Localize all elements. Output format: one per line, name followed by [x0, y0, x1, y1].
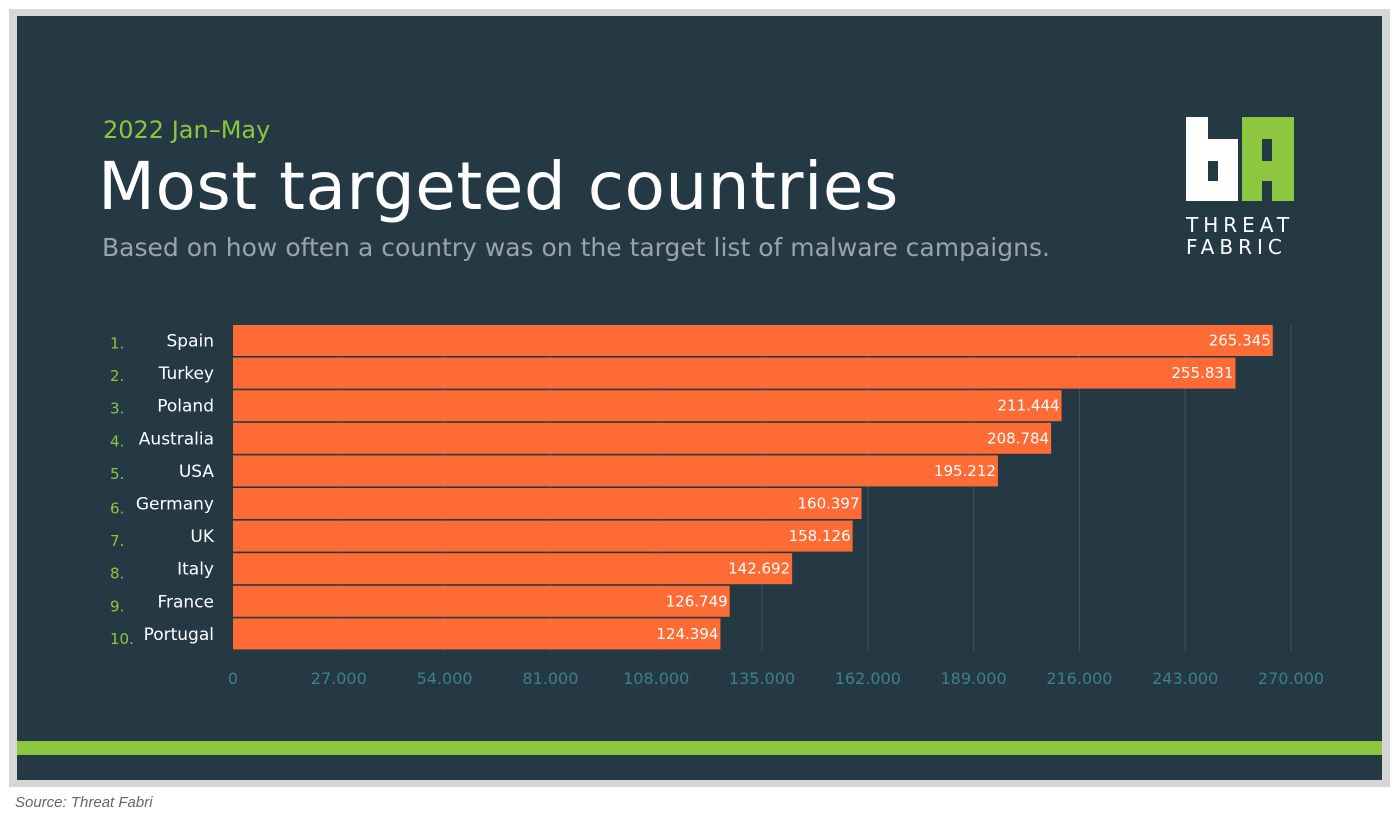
value-label: 255.831 — [1171, 364, 1233, 382]
value-label: 265.345 — [1209, 332, 1271, 350]
x-tick-label: 27.000 — [311, 669, 367, 688]
rank-label: 10. — [110, 630, 134, 648]
value-label: 158.126 — [789, 527, 851, 545]
bar — [233, 390, 1062, 422]
rank-label: 3. — [110, 400, 124, 418]
category-label: France — [157, 592, 214, 612]
category-label: Italy — [177, 560, 214, 580]
bar — [233, 325, 1273, 356]
rank-label: 7. — [110, 532, 124, 550]
logo-text-line1: THREAT — [1186, 213, 1295, 237]
rank-label: 9. — [110, 597, 124, 615]
rank-label: 2. — [110, 367, 124, 385]
category-label: Poland — [157, 397, 214, 417]
page-title: Most targeted countries — [98, 148, 899, 225]
rank-label: 1. — [110, 335, 124, 353]
rank-label: 5. — [110, 465, 124, 483]
rank-label: 8. — [110, 565, 124, 583]
bar — [233, 553, 793, 585]
value-label: 142.692 — [728, 560, 790, 578]
category-label: Portugal — [144, 625, 214, 645]
x-tick-label: 189.000 — [941, 669, 1007, 688]
source-note: Source: Threat Fabri — [15, 794, 153, 811]
x-axis-ticks: 0 27.000 54.000 81.000 108.000 135.000 162.000… — [228, 669, 1324, 688]
x-tick-label: 0 — [228, 669, 238, 688]
logo-mark-icon — [1186, 117, 1294, 201]
value-label: 124.394 — [656, 625, 718, 643]
bar — [233, 455, 998, 487]
rank-label: 6. — [110, 500, 124, 518]
bar — [233, 618, 721, 650]
bar — [233, 520, 853, 552]
x-tick-label: 270.000 — [1258, 669, 1324, 688]
value-label: 195.212 — [934, 462, 996, 480]
threat-fabric-logo: THREAT FABRIC — [1186, 117, 1294, 257]
labels: 265.345 Spain 1. 255.831 Turkey 2. 211.444 Pola… — [110, 332, 1271, 648]
bar — [233, 488, 862, 519]
value-label: 211.444 — [998, 397, 1060, 415]
x-tick-label: 243.000 — [1152, 669, 1218, 688]
value-label: 160.397 — [797, 495, 859, 513]
bar — [233, 422, 1052, 454]
x-tick-label: 54.000 — [417, 669, 473, 688]
footer-accent-bar — [17, 741, 1382, 755]
period-label: 2022 Jan–May — [103, 116, 271, 144]
category-label: Germany — [136, 495, 214, 515]
x-tick-label: 135.000 — [729, 669, 795, 688]
category-label: Spain — [167, 332, 215, 352]
x-tick-label: 81.000 — [522, 669, 578, 688]
logo-text-line2: FABRIC — [1186, 235, 1287, 259]
bars — [233, 325, 1273, 650]
value-label: 126.749 — [666, 592, 728, 610]
bar — [233, 357, 1236, 389]
category-label: Turkey — [158, 364, 214, 384]
bar — [233, 585, 730, 617]
category-label: UK — [190, 527, 214, 547]
x-tick-label: 216.000 — [1046, 669, 1112, 688]
category-label: Australia — [139, 429, 214, 449]
x-tick-label: 108.000 — [623, 669, 689, 688]
chart-subtitle: Based on how often a country was on the … — [102, 233, 1050, 262]
rank-label: 4. — [110, 432, 124, 450]
category-label: USA — [179, 462, 215, 482]
x-tick-label: 162.000 — [835, 669, 901, 688]
value-label: 208.784 — [987, 429, 1049, 447]
